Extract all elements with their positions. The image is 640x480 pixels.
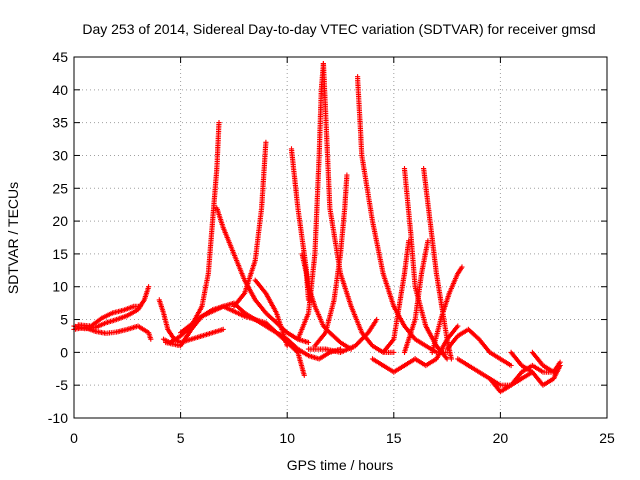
plus-markers [295, 61, 326, 342]
series-markers [71, 323, 154, 342]
series-markers [429, 264, 465, 355]
y-tick-label: -10 [48, 410, 68, 426]
series-layer [71, 61, 563, 395]
series-markers [529, 349, 563, 375]
plus-markers [288, 146, 354, 352]
chart-title: Day 253 of 2014, Sidereal Day-to-day VTE… [82, 21, 595, 37]
series-arc-07 [178, 303, 307, 378]
ticks: 0 5 10 15 20 25 -10 -5 0 5 10 15 20 25 30 35 40 45 [48, 49, 615, 446]
plus-markers [369, 356, 418, 375]
series-markers [231, 139, 269, 309]
series-arc-10 [242, 310, 344, 362]
x-tick-label: 25 [599, 430, 615, 446]
series-markers [242, 310, 344, 362]
plus-markers [75, 303, 143, 329]
series-markers [444, 326, 514, 369]
y-tick-label: 0 [60, 344, 68, 360]
series-arc-13 [299, 251, 312, 303]
series-markers [295, 61, 326, 342]
y-tick-label: 15 [52, 246, 68, 262]
y-tick-label: 30 [52, 147, 68, 163]
series-arc-19 [380, 238, 412, 355]
series-arc-03 [75, 303, 143, 329]
series-arc-09 [231, 139, 269, 309]
plus-markers [529, 349, 563, 375]
series-arc-17 [305, 316, 380, 355]
series-markers [312, 172, 350, 349]
series-markers [380, 238, 412, 355]
series-markers [214, 205, 312, 346]
plus-markers [299, 251, 312, 303]
x-axis-label: GPS time / hours [287, 457, 394, 473]
series-markers [299, 251, 312, 303]
x-tick-label: 15 [386, 430, 402, 446]
y-tick-label: 25 [52, 180, 68, 196]
y-tick-label: 35 [52, 115, 68, 131]
plus-markers [305, 316, 380, 355]
y-tick-label: 40 [52, 82, 68, 98]
y-tick-label: 45 [52, 49, 68, 65]
plus-markers [242, 310, 344, 362]
series-markers [355, 74, 450, 355]
plus-markers [412, 323, 461, 369]
plus-markers [355, 74, 450, 355]
series-arc-12 [288, 146, 354, 352]
series-arc-05 [160, 120, 222, 346]
series-arc-02 [71, 323, 154, 342]
series-markers [305, 316, 380, 355]
series-markers [288, 146, 354, 352]
series-markers [369, 356, 418, 375]
x-tick-label: 0 [70, 430, 78, 446]
y-axis-label: SDTVAR / TECUs [5, 182, 21, 294]
y-tick-label: 20 [52, 213, 68, 229]
series-arc-22 [401, 238, 431, 355]
x-tick-label: 10 [279, 430, 295, 446]
plus-markers [71, 323, 154, 342]
plot-frame [73, 56, 608, 419]
series-arc-25 [429, 264, 465, 355]
series-markers [412, 323, 461, 369]
series-arc-11 [252, 277, 290, 349]
plus-markers [380, 238, 412, 355]
series-markers [252, 277, 290, 349]
series-arc-20 [369, 356, 418, 375]
y-tick-label: 5 [60, 312, 68, 328]
series-markers [75, 303, 143, 329]
plus-markers [429, 264, 465, 355]
series-arc-30 [529, 349, 563, 375]
plus-markers [312, 172, 350, 349]
series-arc-08 [214, 205, 312, 346]
plus-markers [252, 277, 290, 349]
series-markers [401, 238, 431, 355]
plus-markers [444, 326, 514, 369]
series-arc-24 [412, 323, 461, 369]
plus-markers [214, 205, 312, 346]
plus-markers [231, 139, 269, 309]
series-arc-14 [295, 61, 326, 342]
x-tick-label: 20 [493, 430, 509, 446]
series-arc-26 [444, 326, 514, 369]
series-arc-18 [355, 74, 450, 355]
x-tick-label: 5 [177, 430, 185, 446]
series-arc-16 [312, 172, 350, 349]
plus-markers [401, 238, 431, 355]
y-tick-label: 10 [52, 279, 68, 295]
y-tick-label: -5 [56, 377, 69, 393]
